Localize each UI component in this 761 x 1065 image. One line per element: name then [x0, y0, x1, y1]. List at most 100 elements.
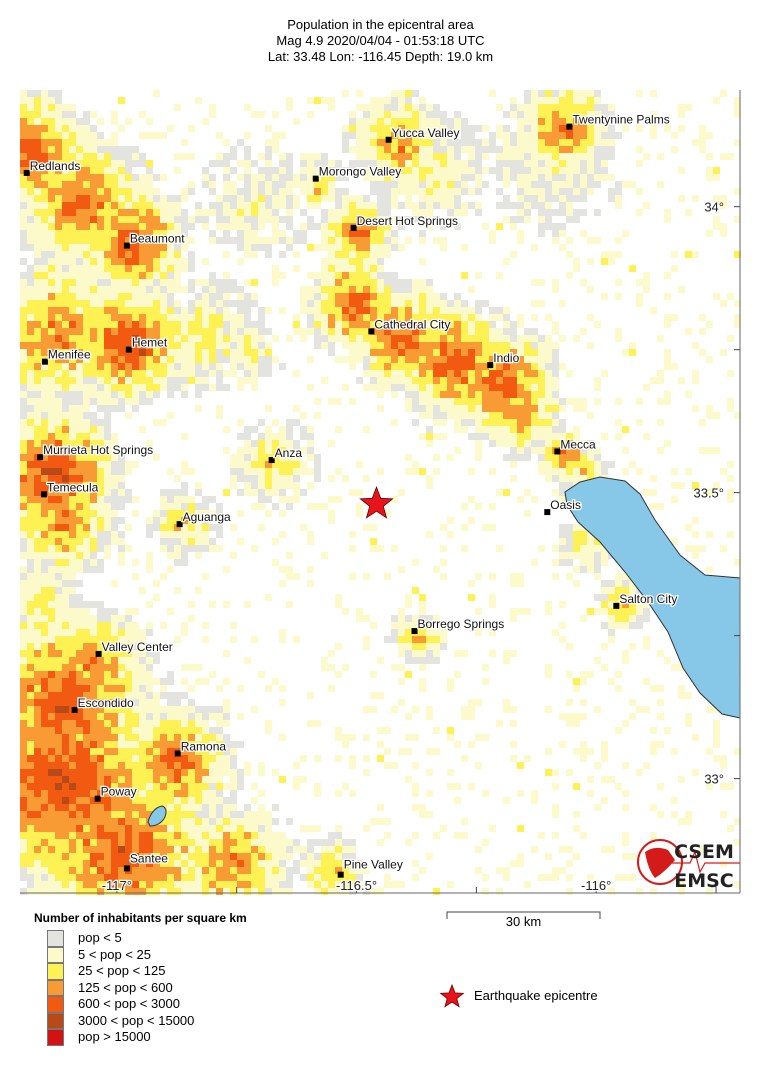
population-cell: [132, 363, 139, 370]
population-cell: [265, 139, 272, 146]
population-cell: [377, 342, 384, 349]
population-cell: [517, 454, 524, 461]
population-cell: [195, 748, 202, 755]
population-cell: [48, 461, 55, 468]
population-cell: [139, 587, 146, 594]
population-cell: [594, 132, 601, 139]
population-cell: [321, 279, 328, 286]
population-cell: [90, 356, 97, 363]
population-cell: [601, 664, 608, 671]
population-cell: [195, 552, 202, 559]
population-cell: [139, 706, 146, 713]
population-cell: [132, 146, 139, 153]
population-cell: [706, 230, 713, 237]
population-cell: [97, 643, 104, 650]
population-cell: [489, 307, 496, 314]
population-cell: [237, 461, 244, 468]
population-cell: [580, 748, 587, 755]
population-cell: [321, 97, 328, 104]
population-cell: [440, 524, 447, 531]
population-cell: [720, 153, 727, 160]
population-cell: [566, 713, 573, 720]
population-cell: [132, 223, 139, 230]
population-cell: [244, 216, 251, 223]
population-cell: [328, 181, 335, 188]
population-cell: [552, 405, 559, 412]
population-cell: [153, 349, 160, 356]
population-cell: [454, 146, 461, 153]
population-cell: [41, 643, 48, 650]
population-cell: [167, 293, 174, 300]
population-cell: [258, 482, 265, 489]
population-cell: [552, 160, 559, 167]
population-cell: [419, 657, 426, 664]
population-cell: [167, 776, 174, 783]
population-cell: [41, 720, 48, 727]
population-cell: [41, 426, 48, 433]
population-cell: [48, 125, 55, 132]
population-cell: [398, 636, 405, 643]
population-cell: [48, 559, 55, 566]
population-cell: [167, 328, 174, 335]
population-cell: [118, 307, 125, 314]
population-cell: [55, 531, 62, 538]
population-cell: [503, 258, 510, 265]
population-cell: [531, 244, 538, 251]
population-cell: [195, 755, 202, 762]
population-cell: [90, 398, 97, 405]
population-cell: [321, 286, 328, 293]
population-cell: [69, 300, 76, 307]
population-cell: [370, 258, 377, 265]
population-cell: [622, 573, 629, 580]
population-cell: [566, 447, 573, 454]
population-cell: [20, 433, 27, 440]
population-cell: [559, 552, 566, 559]
population-cell: [76, 265, 83, 272]
population-cell: [83, 489, 90, 496]
population-cell: [132, 195, 139, 202]
population-cell: [132, 244, 139, 251]
population-cell: [510, 251, 517, 258]
population-cell: [34, 594, 41, 601]
population-cell: [223, 384, 230, 391]
population-cell: [195, 97, 202, 104]
population-cell: [398, 146, 405, 153]
population-cell: [356, 216, 363, 223]
population-cell: [90, 146, 97, 153]
population-cell: [349, 286, 356, 293]
population-cell: [230, 279, 237, 286]
population-cell: [111, 692, 118, 699]
population-cell: [174, 370, 181, 377]
population-cell: [118, 377, 125, 384]
population-cell: [258, 181, 265, 188]
population-cell: [216, 762, 223, 769]
population-cell: [209, 384, 216, 391]
population-cell: [342, 321, 349, 328]
population-cell: [118, 181, 125, 188]
population-cell: [146, 258, 153, 265]
population-cell: [349, 573, 356, 580]
population-cell: [118, 209, 125, 216]
population-cell: [524, 342, 531, 349]
population-cell: [475, 300, 482, 307]
population-cell: [370, 363, 377, 370]
population-cell: [426, 405, 433, 412]
population-cell: [293, 496, 300, 503]
population-cell: [244, 279, 251, 286]
population-cell: [377, 391, 384, 398]
population-cell: [125, 342, 132, 349]
population-cell: [244, 237, 251, 244]
population-cell: [34, 769, 41, 776]
population-cell: [454, 160, 461, 167]
population-cell: [174, 272, 181, 279]
population-cell: [706, 405, 713, 412]
population-cell: [153, 293, 160, 300]
population-cell: [314, 314, 321, 321]
population-cell: [76, 650, 83, 657]
population-cell: [146, 650, 153, 657]
population-cell: [538, 391, 545, 398]
population-cell: [111, 391, 118, 398]
population-cell: [118, 643, 125, 650]
population-cell: [356, 314, 363, 321]
population-cell: [489, 328, 496, 335]
